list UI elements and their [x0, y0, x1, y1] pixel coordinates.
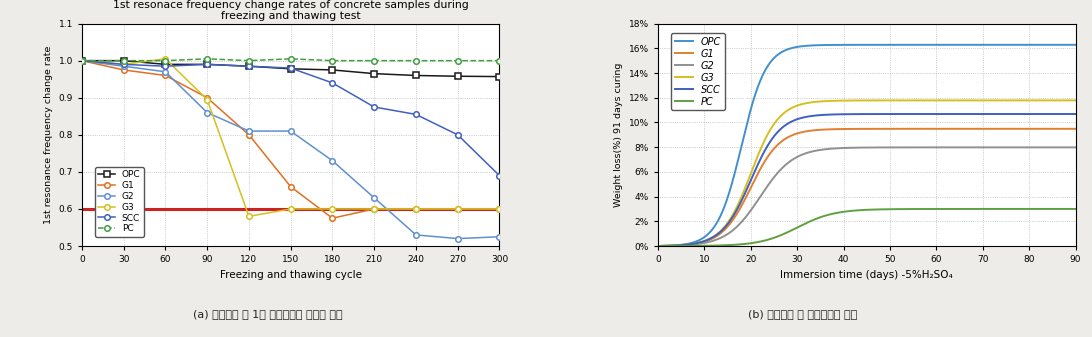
G3: [820, 99, 833, 103]
OPC: [695, 237, 708, 241]
G1: [652, 244, 665, 248]
Text: (b) 황산침지 후 중량감소율 결과: (b) 황산침지 후 중량감소율 결과: [748, 309, 857, 319]
G3: [652, 244, 665, 248]
G1: [1069, 127, 1082, 131]
OPC: [985, 43, 998, 47]
G3: [977, 98, 990, 102]
Line: PC: PC: [658, 209, 1076, 246]
G2: [820, 147, 833, 151]
G3: [938, 98, 951, 102]
PC: [977, 207, 990, 211]
G1: [695, 241, 708, 245]
PC: [820, 213, 833, 217]
SCC: [652, 244, 665, 248]
SCC: [977, 112, 990, 116]
PC: [938, 207, 951, 211]
G2: [938, 145, 951, 149]
Line: SCC: SCC: [658, 114, 1076, 246]
Line: OPC: OPC: [658, 45, 1076, 246]
G1: [820, 127, 833, 131]
SCC: [695, 240, 708, 244]
SCC: [985, 112, 998, 116]
PC: [1069, 207, 1082, 211]
SCC: [820, 113, 833, 117]
G2: [977, 145, 990, 149]
PC: [652, 244, 665, 248]
G2: [835, 146, 848, 150]
G1: [835, 127, 848, 131]
G3: [695, 240, 708, 244]
OPC: [977, 43, 990, 47]
Legend: OPC, G1, G2, G3, SCC, PC: OPC, G1, G2, G3, SCC, PC: [672, 33, 725, 111]
Title: 1st resonace frequency change rates of concrete samples during
freezing and thaw: 1st resonace frequency change rates of c…: [112, 0, 468, 22]
Legend: OPC, G1, G2, G3, SCC, PC: OPC, G1, G2, G3, SCC, PC: [95, 167, 144, 237]
G1: [977, 127, 990, 131]
G2: [985, 145, 998, 149]
Line: G2: G2: [658, 147, 1076, 246]
OPC: [652, 244, 665, 248]
OPC: [835, 43, 848, 47]
OPC: [820, 43, 833, 47]
G3: [835, 99, 848, 103]
G2: [652, 244, 665, 248]
G1: [985, 127, 998, 131]
PC: [835, 210, 848, 214]
G3: [1069, 98, 1082, 102]
SCC: [938, 112, 951, 116]
Y-axis label: 1st resonance frequency change rate: 1st resonance frequency change rate: [44, 45, 52, 224]
PC: [695, 244, 708, 248]
Line: G1: G1: [658, 129, 1076, 246]
Line: G3: G3: [658, 100, 1076, 246]
G2: [1069, 145, 1082, 149]
SCC: [1069, 112, 1082, 116]
X-axis label: Freezing and thawing cycle: Freezing and thawing cycle: [219, 270, 361, 280]
PC: [985, 207, 998, 211]
Text: (a) 동결융해 후 1차 공명진동수 변화율 결과: (a) 동결융해 후 1차 공명진동수 변화율 결과: [192, 309, 343, 319]
SCC: [835, 112, 848, 116]
Y-axis label: Weight loss(%) 91 days curing: Weight loss(%) 91 days curing: [615, 63, 624, 207]
G3: [985, 98, 998, 102]
OPC: [938, 43, 951, 47]
X-axis label: Immersion time (days) -5%H₂SO₄: Immersion time (days) -5%H₂SO₄: [781, 270, 953, 280]
G2: [695, 242, 708, 246]
G1: [938, 127, 951, 131]
OPC: [1069, 43, 1082, 47]
